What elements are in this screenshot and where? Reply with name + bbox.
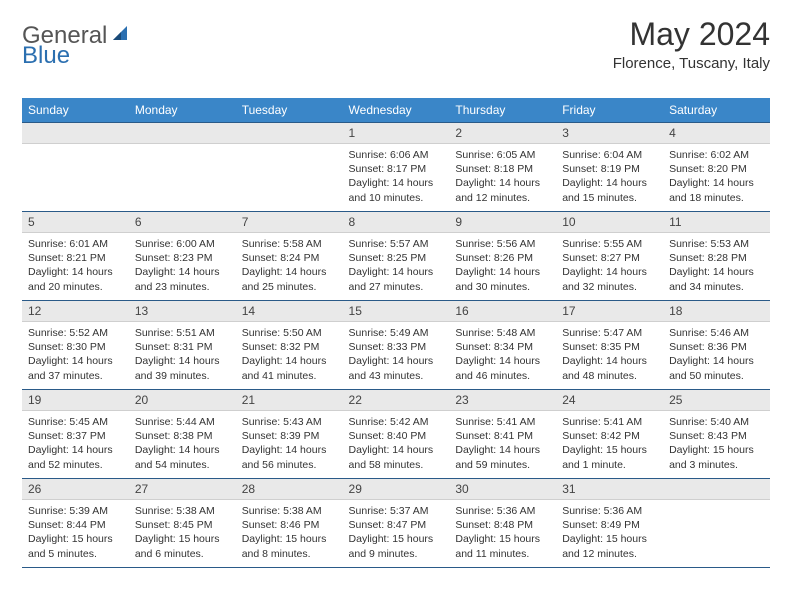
day-content-cell: [236, 144, 343, 212]
day-number-cell: 16: [449, 301, 556, 322]
day-content-row: Sunrise: 5:52 AMSunset: 8:30 PMDaylight:…: [22, 322, 770, 390]
day-number-cell: 7: [236, 212, 343, 233]
day-content-cell: Sunrise: 5:44 AMSunset: 8:38 PMDaylight:…: [129, 411, 236, 479]
weekday-header: Saturday: [663, 98, 770, 123]
day-content-cell: Sunrise: 6:05 AMSunset: 8:18 PMDaylight:…: [449, 144, 556, 212]
day-content-cell: Sunrise: 5:42 AMSunset: 8:40 PMDaylight:…: [343, 411, 450, 479]
weekday-header: Wednesday: [343, 98, 450, 123]
day-number-cell: 18: [663, 301, 770, 322]
day-number-cell: 29: [343, 479, 450, 500]
day-number-cell: [22, 123, 129, 144]
day-content-cell: Sunrise: 5:48 AMSunset: 8:34 PMDaylight:…: [449, 322, 556, 390]
day-content-cell: Sunrise: 5:58 AMSunset: 8:24 PMDaylight:…: [236, 233, 343, 301]
day-number-cell: 21: [236, 390, 343, 411]
day-number-row: 567891011: [22, 212, 770, 233]
day-number-cell: 24: [556, 390, 663, 411]
day-number-cell: 9: [449, 212, 556, 233]
day-number-cell: 25: [663, 390, 770, 411]
weekday-header: Tuesday: [236, 98, 343, 123]
weekday-header: Friday: [556, 98, 663, 123]
day-number-cell: 4: [663, 123, 770, 144]
weekday-header: Thursday: [449, 98, 556, 123]
day-content-cell: Sunrise: 6:02 AMSunset: 8:20 PMDaylight:…: [663, 144, 770, 212]
day-content-cell: Sunrise: 5:56 AMSunset: 8:26 PMDaylight:…: [449, 233, 556, 301]
day-number-cell: 31: [556, 479, 663, 500]
day-number-cell: 17: [556, 301, 663, 322]
day-content-cell: Sunrise: 5:41 AMSunset: 8:41 PMDaylight:…: [449, 411, 556, 479]
day-number-cell: [129, 123, 236, 144]
day-number-row: 12131415161718: [22, 301, 770, 322]
day-content-cell: [663, 500, 770, 568]
day-number-cell: 28: [236, 479, 343, 500]
day-number-cell: 27: [129, 479, 236, 500]
day-content-cell: [129, 144, 236, 212]
day-number-row: 262728293031: [22, 479, 770, 500]
month-title: May 2024: [613, 16, 770, 53]
day-content-cell: Sunrise: 5:39 AMSunset: 8:44 PMDaylight:…: [22, 500, 129, 568]
header: General May 2024 Florence, Tuscany, Ital…: [22, 16, 770, 72]
day-number-cell: 3: [556, 123, 663, 144]
day-content-cell: Sunrise: 5:57 AMSunset: 8:25 PMDaylight:…: [343, 233, 450, 301]
day-content-cell: Sunrise: 5:51 AMSunset: 8:31 PMDaylight:…: [129, 322, 236, 390]
day-number-cell: 22: [343, 390, 450, 411]
day-number-cell: 10: [556, 212, 663, 233]
day-content-cell: Sunrise: 5:50 AMSunset: 8:32 PMDaylight:…: [236, 322, 343, 390]
day-content-cell: Sunrise: 5:45 AMSunset: 8:37 PMDaylight:…: [22, 411, 129, 479]
day-content-cell: Sunrise: 5:36 AMSunset: 8:49 PMDaylight:…: [556, 500, 663, 568]
day-content-row: Sunrise: 5:45 AMSunset: 8:37 PMDaylight:…: [22, 411, 770, 479]
day-number-row: 1234: [22, 123, 770, 144]
day-number-cell: 1: [343, 123, 450, 144]
day-number-cell: 14: [236, 301, 343, 322]
calendar-table: Sunday Monday Tuesday Wednesday Thursday…: [22, 98, 770, 568]
day-number-cell: 2: [449, 123, 556, 144]
logo-text-blue: Blue: [22, 42, 70, 70]
day-number-cell: 8: [343, 212, 450, 233]
day-number-cell: 30: [449, 479, 556, 500]
day-number-cell: 12: [22, 301, 129, 322]
day-content-cell: Sunrise: 6:01 AMSunset: 8:21 PMDaylight:…: [22, 233, 129, 301]
day-number-cell: [236, 123, 343, 144]
weekday-header-row: Sunday Monday Tuesday Wednesday Thursday…: [22, 98, 770, 123]
day-content-cell: Sunrise: 6:06 AMSunset: 8:17 PMDaylight:…: [343, 144, 450, 212]
weekday-header: Monday: [129, 98, 236, 123]
day-content-cell: [22, 144, 129, 212]
day-content-cell: Sunrise: 5:52 AMSunset: 8:30 PMDaylight:…: [22, 322, 129, 390]
day-number-cell: 26: [22, 479, 129, 500]
day-number-cell: 19: [22, 390, 129, 411]
day-number-row: 19202122232425: [22, 390, 770, 411]
day-number-cell: 11: [663, 212, 770, 233]
day-content-cell: Sunrise: 5:37 AMSunset: 8:47 PMDaylight:…: [343, 500, 450, 568]
location: Florence, Tuscany, Italy: [613, 55, 770, 72]
day-content-cell: Sunrise: 5:41 AMSunset: 8:42 PMDaylight:…: [556, 411, 663, 479]
day-content-cell: Sunrise: 5:53 AMSunset: 8:28 PMDaylight:…: [663, 233, 770, 301]
title-block: May 2024 Florence, Tuscany, Italy: [613, 16, 770, 72]
day-number-cell: 15: [343, 301, 450, 322]
day-content-cell: Sunrise: 5:38 AMSunset: 8:45 PMDaylight:…: [129, 500, 236, 568]
day-number-cell: [663, 479, 770, 500]
weekday-header: Sunday: [22, 98, 129, 123]
day-number-cell: 6: [129, 212, 236, 233]
day-content-cell: Sunrise: 5:36 AMSunset: 8:48 PMDaylight:…: [449, 500, 556, 568]
day-content-row: Sunrise: 6:06 AMSunset: 8:17 PMDaylight:…: [22, 144, 770, 212]
day-content-row: Sunrise: 5:39 AMSunset: 8:44 PMDaylight:…: [22, 500, 770, 568]
logo-sail-icon: [111, 24, 131, 49]
day-content-cell: Sunrise: 6:04 AMSunset: 8:19 PMDaylight:…: [556, 144, 663, 212]
day-content-cell: Sunrise: 5:47 AMSunset: 8:35 PMDaylight:…: [556, 322, 663, 390]
day-content-cell: Sunrise: 5:55 AMSunset: 8:27 PMDaylight:…: [556, 233, 663, 301]
day-content-cell: Sunrise: 5:38 AMSunset: 8:46 PMDaylight:…: [236, 500, 343, 568]
day-number-cell: 5: [22, 212, 129, 233]
day-number-cell: 23: [449, 390, 556, 411]
day-number-cell: 20: [129, 390, 236, 411]
day-content-row: Sunrise: 6:01 AMSunset: 8:21 PMDaylight:…: [22, 233, 770, 301]
day-content-cell: Sunrise: 5:43 AMSunset: 8:39 PMDaylight:…: [236, 411, 343, 479]
day-content-cell: Sunrise: 6:00 AMSunset: 8:23 PMDaylight:…: [129, 233, 236, 301]
day-content-cell: Sunrise: 5:46 AMSunset: 8:36 PMDaylight:…: [663, 322, 770, 390]
day-content-cell: Sunrise: 5:49 AMSunset: 8:33 PMDaylight:…: [343, 322, 450, 390]
day-content-cell: Sunrise: 5:40 AMSunset: 8:43 PMDaylight:…: [663, 411, 770, 479]
day-number-cell: 13: [129, 301, 236, 322]
